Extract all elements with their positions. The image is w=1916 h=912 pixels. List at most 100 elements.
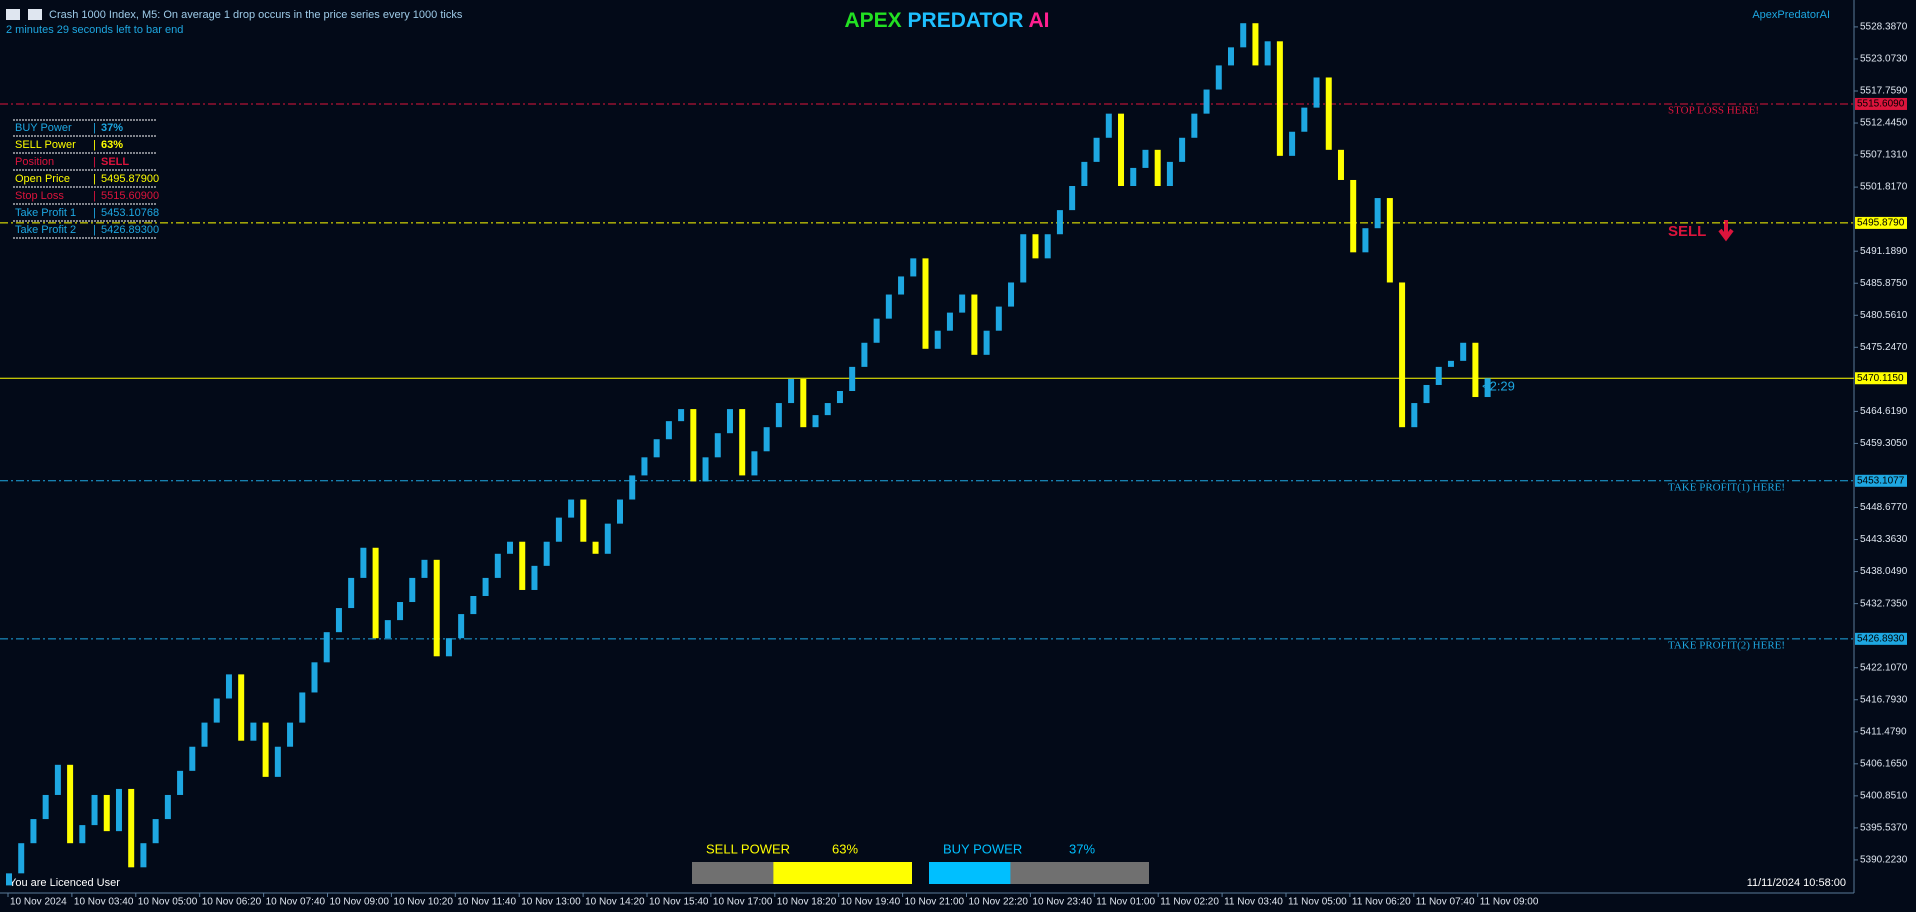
candle bbox=[18, 843, 25, 874]
candle bbox=[1362, 228, 1369, 253]
y-tick-label: 5491.1890 bbox=[1860, 246, 1908, 257]
candle bbox=[849, 366, 856, 392]
candle bbox=[873, 318, 880, 343]
candle bbox=[775, 403, 782, 428]
candle bbox=[115, 788, 122, 832]
candle bbox=[397, 602, 404, 621]
table-label: Position bbox=[15, 156, 54, 168]
candle bbox=[1069, 186, 1076, 211]
x-tick-label: 10 Nov 13:00 bbox=[521, 897, 581, 908]
candle bbox=[67, 764, 74, 844]
candle bbox=[360, 547, 367, 578]
table-label: SELL Power bbox=[15, 139, 76, 151]
candle bbox=[1350, 179, 1357, 253]
candle bbox=[1447, 360, 1454, 367]
table-value: 5515.60900 bbox=[101, 190, 159, 202]
y-tick-label: 5411.4790 bbox=[1860, 726, 1907, 737]
licence: You are Licenced User bbox=[9, 877, 120, 889]
candle bbox=[543, 541, 550, 566]
x-tick-label: 11 Nov 05:00 bbox=[1288, 897, 1347, 908]
x-tick-label: 10 Nov 10:20 bbox=[393, 897, 453, 908]
candle bbox=[1386, 198, 1393, 283]
candle bbox=[1203, 89, 1210, 114]
candle bbox=[1008, 282, 1015, 307]
title-part: APEX bbox=[845, 9, 902, 32]
table-value: 63% bbox=[101, 139, 123, 151]
candle bbox=[177, 770, 184, 795]
candle bbox=[225, 674, 232, 699]
x-tick-label: 11 Nov 01:00 bbox=[1096, 897, 1155, 908]
candle bbox=[433, 559, 440, 657]
table-label: Take Profit 1 bbox=[15, 207, 76, 219]
candle bbox=[1289, 131, 1296, 156]
candle bbox=[898, 276, 905, 295]
candle bbox=[726, 409, 733, 434]
candle bbox=[946, 312, 953, 331]
candle bbox=[714, 433, 721, 458]
y-tick-label: 5523.0730 bbox=[1860, 54, 1908, 65]
candle bbox=[751, 451, 758, 476]
y-tick-label: 5395.5370 bbox=[1860, 823, 1908, 834]
level-price-box bbox=[1855, 372, 1907, 385]
candle bbox=[983, 330, 990, 355]
candle bbox=[1252, 23, 1259, 66]
level-price-box bbox=[1855, 97, 1907, 110]
candle bbox=[372, 547, 379, 639]
candle bbox=[617, 499, 623, 524]
x-tick-label: 10 Nov 2024 bbox=[10, 897, 67, 908]
candle bbox=[971, 294, 978, 355]
table-separator: | bbox=[93, 207, 96, 219]
menu-icon[interactable] bbox=[6, 9, 20, 20]
candle bbox=[1399, 282, 1406, 428]
level-price-label: 5426.8930 bbox=[1857, 633, 1905, 644]
y-tick-label: 5443.3630 bbox=[1860, 534, 1908, 545]
y-tick-label: 5459.3050 bbox=[1860, 438, 1908, 449]
y-tick-label: 5464.6190 bbox=[1860, 406, 1908, 417]
candle bbox=[152, 819, 159, 844]
candle bbox=[1313, 77, 1320, 108]
candle bbox=[470, 595, 477, 615]
candle bbox=[384, 620, 391, 639]
candle bbox=[1215, 65, 1222, 90]
sell-arrow bbox=[1718, 220, 1734, 242]
candle bbox=[1411, 403, 1418, 428]
y-tick-label: 5406.1650 bbox=[1860, 758, 1908, 769]
candle bbox=[164, 794, 171, 820]
title-part: PREDATOR bbox=[908, 9, 1024, 32]
candle bbox=[641, 457, 648, 476]
x-tick-label: 10 Nov 19:40 bbox=[841, 897, 901, 908]
x-tick-label: 10 Nov 22:20 bbox=[969, 897, 1029, 908]
candle bbox=[653, 439, 660, 458]
y-tick-label: 5517.7590 bbox=[1860, 86, 1908, 97]
table-separator: | bbox=[93, 139, 96, 151]
level-text: STOP LOSS HERE! bbox=[1668, 104, 1759, 116]
candle bbox=[1423, 384, 1430, 404]
power-bar bbox=[773, 862, 912, 884]
table-value: 5495.87900 bbox=[101, 173, 159, 185]
candle bbox=[458, 614, 465, 639]
candle bbox=[262, 722, 269, 777]
candle bbox=[861, 342, 868, 367]
x-tick-label: 10 Nov 18:20 bbox=[777, 897, 837, 908]
y-tick-label: 5432.7350 bbox=[1860, 598, 1908, 609]
candle bbox=[1301, 107, 1308, 132]
power-value: 63% bbox=[832, 841, 858, 856]
x-tick-label: 10 Nov 05:00 bbox=[138, 897, 198, 908]
candle bbox=[922, 258, 929, 349]
candle bbox=[1337, 149, 1344, 180]
x-tick-label: 11 Nov 06:20 bbox=[1352, 897, 1411, 908]
candle bbox=[739, 409, 746, 476]
candle bbox=[213, 698, 220, 723]
candle bbox=[934, 330, 941, 349]
candle bbox=[1044, 234, 1051, 259]
table-separator: | bbox=[93, 122, 96, 134]
y-tick-label: 5448.6770 bbox=[1860, 502, 1908, 513]
y-tick-label: 5480.5610 bbox=[1860, 310, 1908, 321]
candle bbox=[531, 565, 538, 590]
y-tick-label: 5438.0490 bbox=[1860, 566, 1908, 577]
candle bbox=[910, 258, 917, 277]
candle bbox=[1435, 366, 1442, 385]
chart-icon[interactable] bbox=[28, 9, 42, 20]
candle bbox=[959, 294, 966, 313]
